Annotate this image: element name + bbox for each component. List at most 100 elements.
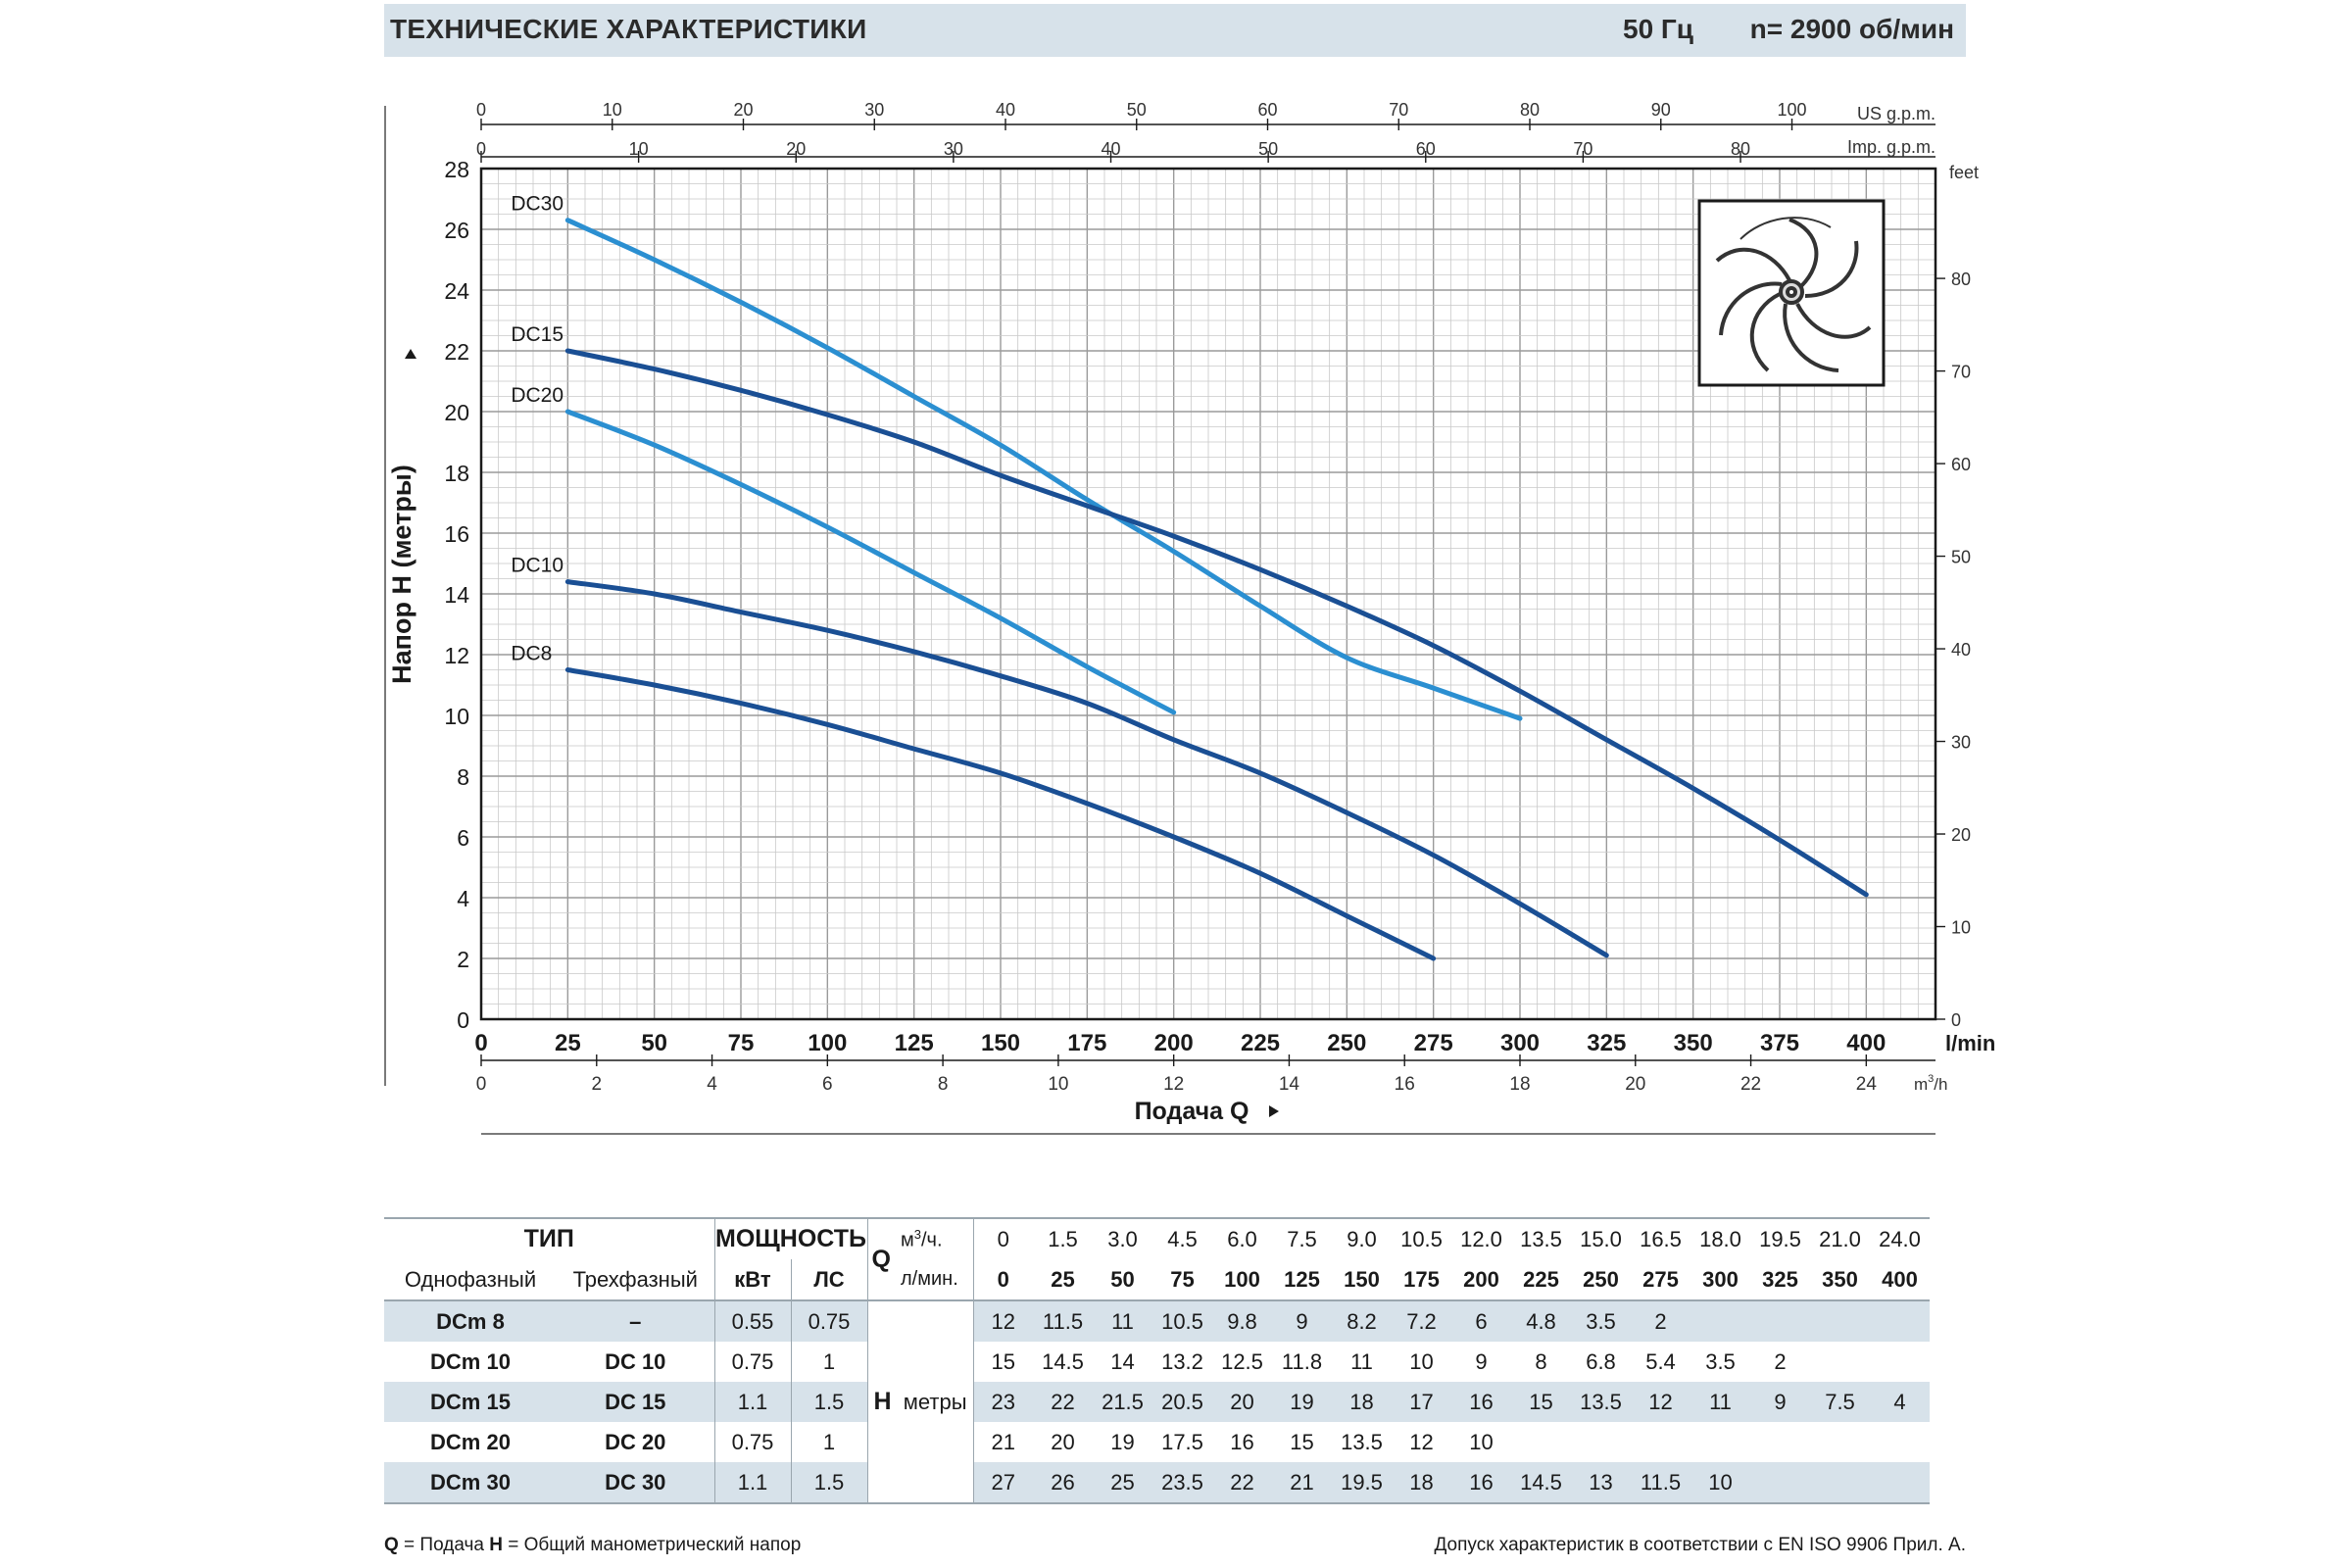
head-value-cell: 10.5 [1152,1299,1212,1342]
head-value-cell: 3.5 [1571,1299,1631,1342]
us-gpm-tick-label: 30 [864,100,884,120]
q-lmin-cell: 250 [1583,1266,1619,1292]
head-value-cell: 11.8 [1281,1348,1323,1374]
power-hp: 1.5 [791,1382,868,1422]
feet-tick-label: 70 [1951,363,1971,382]
x-tick-label: 325 [1587,1030,1626,1056]
head-value-cell: 15 [1511,1382,1571,1422]
model-three-phase: DC 15 [557,1382,715,1422]
feet-label: feet [1949,163,1979,182]
h-label-cell: H метры [867,1299,974,1504]
q-m3h-cell: 21.0 [1810,1217,1870,1259]
head-value-cell: 21.5 [1093,1382,1152,1422]
x-tick-label: 200 [1154,1030,1194,1056]
head-value-cell: 6.8 [1586,1348,1616,1374]
power-hp: 1 [791,1422,868,1462]
q-lmin-cell: 400 [1882,1266,1918,1292]
power-kw: 0.75 [714,1342,792,1382]
y-tick-label: 20 [444,400,469,425]
power-kw: 0.55 [714,1299,792,1342]
head-value-cell: 16 [1451,1462,1511,1504]
y-tick-label: 28 [444,157,469,182]
head-value-cell: 20 [1051,1429,1075,1454]
q-lmin-cell: 25 [1051,1266,1075,1292]
head-value-cell: 17 [1392,1382,1451,1422]
x-tick-label: 0 [474,1030,487,1056]
head-value-cell: 16 [1451,1382,1511,1422]
head-value-cell: 25 [1093,1462,1152,1504]
x-tick-label: 300 [1500,1030,1540,1056]
m3h-tick-label: 12 [1163,1074,1184,1095]
impeller-icon [1697,199,1886,387]
q-m3h-cell: 6.0 [1212,1217,1272,1259]
q-m3h-cell: 4.5 [1152,1217,1212,1259]
feet-tick-label: 40 [1951,640,1971,660]
imp-gpm-tick-label: 30 [944,139,963,159]
us-gpm-tick-label: 40 [996,100,1015,120]
head-value-cell: 7.5 [1810,1382,1870,1422]
q-m3h-cell: 12.0 [1451,1217,1511,1259]
x-axis-title: Подача Q [1135,1098,1250,1125]
head-value-cell [1870,1299,1930,1342]
head-value-cell: 9 [1750,1382,1810,1422]
series-line-dc8 [564,667,1437,961]
head-value-cell: 18 [1332,1382,1392,1422]
footer-h-text: = Общий манометрический напор [502,1535,802,1555]
q-m3h-cell: 18.0 [1690,1217,1750,1259]
head-value-cell: 14.5 [1042,1348,1084,1374]
head-value-cell: 14.5 [1511,1462,1571,1504]
head-value-cell: 4.8 [1511,1299,1571,1342]
frequency-label: 50 Гц [1623,14,1694,44]
y-tick-label: 16 [444,521,469,547]
y-tick-label: 26 [444,218,469,243]
x-unit-label: l/min [1945,1031,1995,1055]
power-kw: 1.1 [714,1382,792,1422]
x-tick-label: 75 [728,1030,755,1056]
series-line-dc30 [564,218,1523,721]
y-tick-label: 0 [457,1007,469,1033]
model-three-phase: – [557,1299,715,1342]
q-lmin-cell: 150 [1344,1266,1380,1292]
footer-h-symbol: H [489,1535,503,1555]
head-value-cell: 10 [1409,1348,1434,1374]
head-value-cell: 17.5 [1161,1429,1203,1454]
head-value-cell: 8.2 [1332,1299,1392,1342]
q-m3h-cell: 19.5 [1750,1217,1810,1259]
single-phase-header: Однофазный [404,1266,537,1292]
head-value-cell: 11 [1093,1299,1152,1342]
imp-gpm-tick-label: 20 [786,139,806,159]
head-value-cell: 13 [1571,1462,1631,1504]
m3h-tick-label: 8 [938,1074,949,1095]
feet-tick-label: 0 [1951,1010,1961,1030]
model-single-phase: DCm 20 [430,1429,511,1454]
head-value-cell: 4 [1870,1382,1930,1422]
y-tick-label: 24 [444,278,469,304]
model-three-phase: DC 30 [557,1462,715,1504]
x-tick-label: 350 [1674,1030,1713,1056]
head-value-cell: 13.5 [1341,1429,1383,1454]
footer-q-text: = Подача [398,1535,490,1555]
power-kw: 1.1 [714,1462,792,1504]
y-tick-label: 10 [444,704,469,729]
q-lmin-cell: 125 [1284,1266,1320,1292]
head-value-cell: 21 [991,1429,1015,1454]
power-kw: 0.75 [714,1422,792,1462]
series-line-dc10 [564,579,1609,958]
q-m3h-cell: 16.5 [1631,1217,1690,1259]
q-lmin-cell: 200 [1463,1266,1499,1292]
table-header-row-2: Однофазный Трехфазный кВт ЛС л/мин. 0 25… [384,1259,1930,1300]
q-lmin-cell: 75 [1170,1266,1195,1292]
imp-gpm-tick-label: 50 [1258,139,1278,159]
model-single-phase: DCm 10 [430,1348,511,1374]
footer-legend: Q = Подача H = Общий манометрический нап… [384,1535,801,1556]
head-value-cell: 11 [1690,1382,1750,1422]
head-value-cell: 23.5 [1152,1462,1212,1504]
head-value-cell: 13.5 [1571,1382,1631,1422]
y-axis-title: Напор H (метры) [387,465,416,684]
head-value-cell: 11 [1350,1348,1373,1374]
x-tick-label: 150 [981,1030,1020,1056]
head-value-cell [1870,1462,1930,1504]
q-m3h-cell: 24.0 [1870,1217,1930,1259]
us-gpm-tick-label: 100 [1777,100,1806,120]
